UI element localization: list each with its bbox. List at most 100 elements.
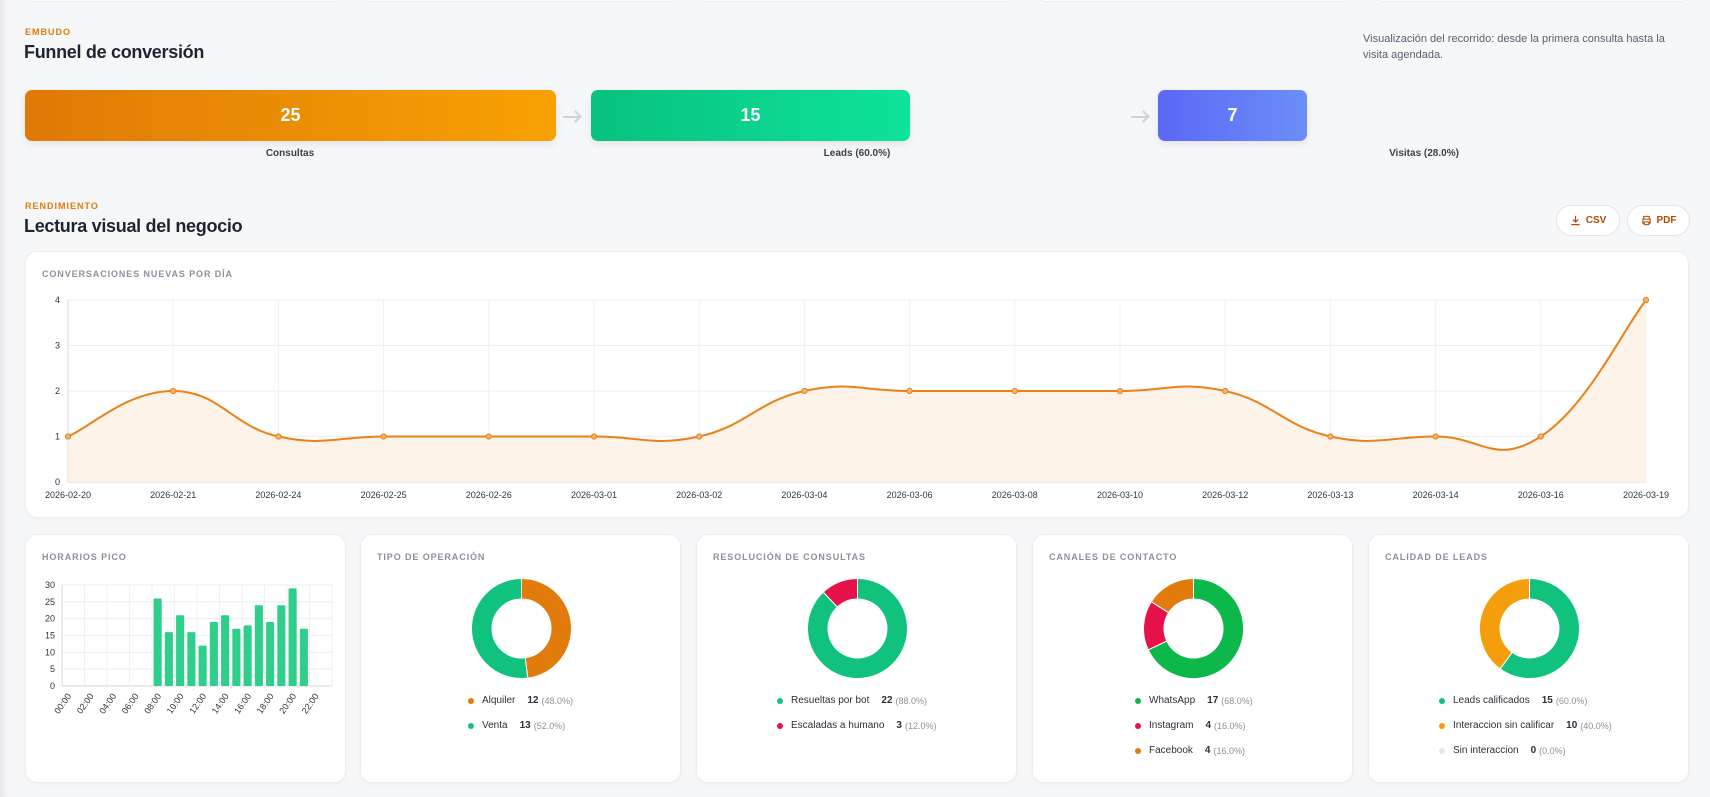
data-point — [1432, 433, 1439, 440]
performance-eyebrow: RENDIMIENTO — [25, 201, 99, 211]
legend-swatch — [1439, 722, 1445, 729]
legend-item: Sin interaccion 0 (0.0%) — [1439, 745, 1566, 756]
x-tick-label: 2026-03-14 — [1413, 490, 1459, 500]
csv-export-button[interactable]: CSV — [1556, 205, 1620, 236]
performance-title: Lectura visual del negocio — [24, 216, 243, 236]
bar — [153, 598, 162, 686]
legend-count: 3 — [896, 720, 902, 731]
legend-count: 4 — [1204, 745, 1211, 756]
top-card-strip — [25, 0, 1690, 2]
stat-card-edge — [25, 0, 340, 2]
y-tick-label: 0 — [50, 681, 55, 691]
arrow-right-icon — [563, 116, 579, 118]
funnel-label: Leads (60.0%) — [823, 148, 891, 159]
x-tick-label: 2026-02-24 — [255, 490, 301, 500]
legend-label: Escaladas a humano — [791, 720, 885, 731]
peak-hours-card: HORARIOS PICO 0 5 10 15 20 25 30 00:00 02:00 04:0… — [25, 534, 346, 783]
x-tick-label: 18:00 — [255, 691, 276, 715]
funnel-label: Consultas — [265, 148, 315, 159]
legend-label: Sin interaccion — [1453, 745, 1519, 756]
peak-hours-title: HORARIOS PICO — [42, 552, 127, 562]
x-tick-label: 08:00 — [142, 691, 163, 715]
legend-swatch — [777, 697, 783, 704]
stat-card-edge — [363, 0, 678, 2]
stat-card-edge — [1037, 0, 1352, 2]
data-point — [170, 387, 177, 395]
donut-slice — [1150, 578, 1194, 614]
legend-percent: (0.0%) — [1539, 745, 1566, 756]
operation-donut — [471, 578, 572, 679]
series-line — [67, 299, 1647, 451]
legend-label: Interaccion sin calificar — [1453, 720, 1555, 731]
legend-count: 0 — [1530, 745, 1537, 756]
legend-count: 17 — [1207, 695, 1219, 706]
resolution-donut — [807, 578, 908, 679]
bar — [176, 615, 185, 686]
data-point — [801, 387, 808, 395]
legend-label: WhatsApp — [1149, 695, 1196, 706]
legend-percent: (52.0%) — [533, 720, 566, 731]
funnel-eyebrow: EMBUDO — [25, 27, 71, 37]
x-tick-label: 2026-03-16 — [1518, 490, 1564, 500]
legend-label: Facebook — [1149, 745, 1193, 756]
bar — [299, 628, 308, 686]
legend-percent: (68.0%) — [1221, 695, 1253, 706]
legend-swatch — [1439, 697, 1445, 704]
bar — [288, 588, 297, 686]
bar — [221, 615, 230, 686]
legend-swatch — [1135, 747, 1141, 754]
donut-slice — [1479, 578, 1530, 670]
funnel-bar-leads: 15 — [591, 90, 910, 141]
funnel-label: Visitas (28.0%) — [1389, 148, 1459, 159]
legend-item: Instagram 4 (16.0%) — [1135, 720, 1246, 731]
x-tick-label: 16:00 — [232, 691, 253, 715]
bar — [209, 622, 218, 686]
legend-item: Resueltas por bot 22 (88.0%) — [777, 695, 927, 706]
legend-swatch — [1135, 722, 1141, 729]
x-tick-label: 2026-03-06 — [887, 490, 933, 500]
data-point — [275, 433, 282, 440]
channels-donut — [1143, 578, 1244, 679]
data-point — [1222, 387, 1229, 395]
conversations-card: CONVERSACIONES NUEVAS POR DÍA 0 1 2 3 4 2026-… — [25, 251, 1689, 518]
legend-count: 10 — [1566, 720, 1578, 731]
legend-count: 22 — [881, 695, 893, 706]
y-tick-label: 3 — [55, 341, 60, 351]
x-tick-label: 04:00 — [97, 691, 118, 715]
x-tick-label: 10:00 — [165, 691, 186, 715]
funnel-value: 15 — [740, 105, 761, 125]
x-tick-label: 2026-02-25 — [361, 490, 407, 500]
legend-count: 15 — [1541, 695, 1553, 706]
y-tick-label: 25 — [45, 597, 55, 607]
legend-label: Leads calificados — [1453, 695, 1530, 706]
peak-hours-bar-chart: 0 5 10 15 20 25 30 00:00 02:00 04:00 06:00 08:00 10:… — [45, 580, 333, 716]
data-point — [1011, 387, 1018, 395]
data-point — [1642, 296, 1650, 304]
quality-title: CALIDAD DE LEADS — [1385, 552, 1488, 562]
bar — [198, 645, 207, 686]
data-point — [906, 387, 913, 395]
pdf-label: PDF — [1656, 215, 1677, 226]
legend-swatch — [1439, 747, 1445, 754]
resolution-title: RESOLUCIÓN DE CONSULTAS — [713, 552, 866, 562]
download-icon — [1570, 215, 1580, 226]
legend-item: Venta 13 (52.0%) — [468, 720, 565, 731]
legend-count: 12 — [527, 695, 539, 706]
legend-item: WhatsApp 17 (68.0%) — [1135, 695, 1253, 706]
funnel-value: 25 — [280, 105, 301, 125]
x-tick-label: 22:00 — [300, 691, 321, 715]
operation-card: TIPO DE OPERACIÓN Alquiler 12 (48.0%) Vent… — [360, 534, 681, 783]
resolution-card: RESOLUCIÓN DE CONSULTAS Resueltas por bo… — [696, 534, 1017, 783]
legend-swatch — [468, 697, 474, 704]
pdf-print-button[interactable]: PDF — [1627, 205, 1690, 236]
donut-slice — [1147, 578, 1244, 679]
donut-slice — [521, 578, 572, 679]
y-tick-label: 20 — [45, 614, 55, 624]
funnel-bar-visitas: 7 — [1158, 90, 1307, 141]
bar — [266, 622, 275, 686]
legend-percent: (60.0%) — [1555, 695, 1588, 706]
legend-percent: (48.0%) — [541, 695, 573, 706]
legend-percent: (88.0%) — [895, 695, 928, 706]
x-tick-label: 2026-02-26 — [466, 490, 512, 500]
legend-count: 13 — [519, 720, 531, 731]
